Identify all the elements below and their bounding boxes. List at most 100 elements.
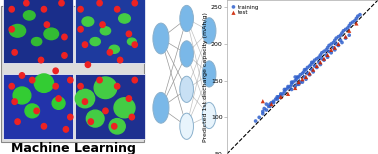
training	[342, 37, 349, 39]
training	[355, 15, 361, 17]
training	[271, 100, 277, 102]
training	[352, 19, 358, 22]
training	[304, 72, 310, 75]
training	[345, 27, 351, 29]
Ellipse shape	[100, 27, 111, 35]
training	[268, 101, 274, 104]
training	[288, 88, 294, 91]
training	[304, 66, 310, 69]
test	[260, 100, 266, 102]
training	[294, 76, 301, 78]
training	[294, 78, 300, 80]
training	[346, 24, 352, 27]
Circle shape	[126, 31, 132, 37]
training	[339, 32, 345, 34]
test	[342, 35, 349, 38]
Ellipse shape	[75, 89, 94, 108]
test	[328, 49, 334, 51]
Circle shape	[153, 92, 169, 123]
Ellipse shape	[23, 11, 35, 20]
test	[310, 68, 316, 71]
Circle shape	[107, 50, 113, 55]
training	[332, 49, 338, 51]
training	[297, 81, 303, 83]
FancyBboxPatch shape	[75, 74, 145, 139]
training	[260, 110, 266, 113]
training	[338, 39, 344, 42]
test	[296, 81, 302, 83]
training	[335, 44, 341, 47]
training	[274, 98, 280, 100]
training	[357, 13, 363, 16]
training	[261, 107, 267, 110]
training	[350, 21, 356, 23]
training	[299, 81, 305, 83]
Ellipse shape	[52, 97, 65, 109]
test	[278, 96, 284, 98]
training	[348, 22, 354, 25]
training	[302, 68, 308, 71]
training	[330, 41, 336, 44]
test	[307, 72, 313, 75]
Circle shape	[78, 83, 83, 89]
Circle shape	[82, 42, 88, 47]
training	[321, 59, 327, 61]
Ellipse shape	[94, 77, 117, 99]
test	[332, 47, 338, 49]
training	[294, 83, 301, 86]
Ellipse shape	[9, 24, 26, 37]
test	[268, 103, 274, 105]
training	[326, 50, 332, 53]
Text: Machine Learning: Machine Learning	[11, 142, 136, 154]
training	[297, 74, 303, 76]
Circle shape	[115, 83, 120, 89]
training	[325, 47, 331, 49]
Circle shape	[53, 83, 58, 89]
test	[353, 22, 359, 25]
Circle shape	[153, 23, 169, 54]
Circle shape	[202, 102, 216, 129]
training	[271, 101, 277, 104]
Ellipse shape	[31, 38, 42, 46]
training	[328, 43, 334, 45]
Circle shape	[118, 57, 123, 63]
training	[292, 85, 298, 88]
training	[314, 57, 320, 60]
Y-axis label: Predicted 1st discharge capacity (mAh/g): Predicted 1st discharge capacity (mAh/g)	[203, 12, 208, 142]
Circle shape	[126, 96, 132, 101]
Ellipse shape	[90, 38, 100, 46]
Circle shape	[78, 6, 83, 12]
training	[302, 76, 308, 78]
training	[281, 90, 287, 93]
training	[323, 54, 329, 56]
training	[332, 39, 338, 42]
training	[274, 96, 280, 98]
Ellipse shape	[86, 110, 104, 127]
Circle shape	[180, 41, 194, 67]
Circle shape	[39, 57, 43, 63]
test	[314, 65, 320, 67]
training	[319, 57, 325, 60]
test	[321, 57, 327, 60]
Circle shape	[24, 0, 29, 6]
Circle shape	[202, 61, 216, 87]
Circle shape	[53, 68, 58, 74]
training	[341, 30, 347, 32]
Circle shape	[15, 119, 20, 124]
test	[299, 78, 305, 80]
training	[263, 103, 270, 105]
Circle shape	[88, 119, 93, 124]
training	[299, 72, 305, 75]
training	[288, 81, 294, 83]
Ellipse shape	[34, 74, 54, 92]
training	[310, 61, 316, 64]
training	[256, 116, 262, 119]
training	[318, 63, 324, 66]
Circle shape	[180, 76, 194, 102]
training	[296, 76, 302, 78]
training	[265, 105, 271, 107]
training	[323, 49, 329, 51]
Circle shape	[85, 62, 90, 67]
training	[353, 17, 359, 20]
training	[339, 41, 345, 44]
